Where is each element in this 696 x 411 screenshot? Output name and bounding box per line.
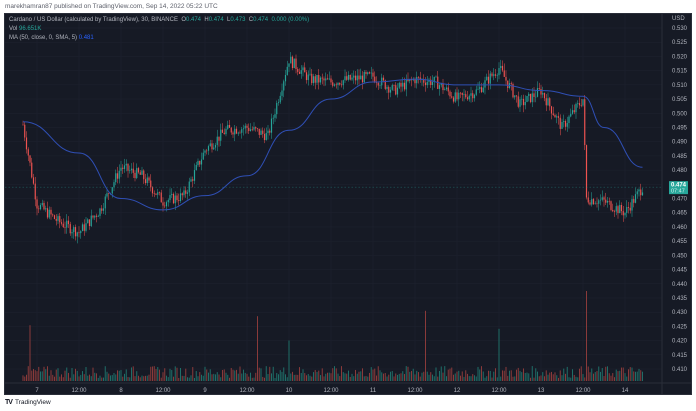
price-tick: 0.515 bbox=[672, 69, 688, 75]
time-tick: 9 bbox=[203, 388, 207, 394]
footer: TV TradingView bbox=[5, 399, 51, 406]
time-tick: 12:00 bbox=[575, 388, 591, 394]
time-tick: 14 bbox=[622, 388, 629, 394]
legend-ohlc-row: Cardano / US Dollar (calculated by Tradi… bbox=[9, 17, 310, 23]
price-tick: 0.505 bbox=[672, 97, 688, 103]
grid bbox=[5, 14, 662, 383]
price-tick: 0.415 bbox=[672, 353, 688, 359]
price-tick: 0.510 bbox=[672, 83, 688, 89]
symbol-title: Cardano / US Dollar (calculated by Tradi… bbox=[9, 17, 178, 23]
time-tick: 12:00 bbox=[71, 388, 87, 394]
publisher-line: marekhamran87 published on TradingView.c… bbox=[5, 3, 218, 10]
price-tick: 0.460 bbox=[672, 225, 688, 231]
price-tick: 0.410 bbox=[672, 367, 688, 373]
price-tick: 0.465 bbox=[672, 211, 688, 217]
price-tick: 0.420 bbox=[672, 339, 688, 345]
price-tick: 0.430 bbox=[672, 310, 688, 316]
time-tick: 12:00 bbox=[155, 388, 171, 394]
time-tick: 11 bbox=[370, 388, 377, 394]
currency-label: USD bbox=[672, 16, 685, 22]
price-tick: 0.520 bbox=[672, 54, 688, 60]
price-tick: 0.440 bbox=[672, 282, 688, 288]
low-value: 0.473 bbox=[230, 17, 246, 23]
time-tick: 7 bbox=[35, 388, 39, 394]
time-tick: 13 bbox=[538, 388, 545, 394]
time-tick: 12:00 bbox=[323, 388, 339, 394]
legend-ma-row[interactable]: MA (50, close, 0, SMA, 5) 0.481 bbox=[9, 35, 94, 41]
price-tick: 0.495 bbox=[672, 125, 688, 131]
time-tick: 12:00 bbox=[491, 388, 507, 394]
svg-text:07:47: 07:47 bbox=[671, 189, 685, 195]
candles bbox=[22, 52, 644, 244]
ma-value: 0.481 bbox=[78, 35, 94, 41]
price-tick: 0.485 bbox=[672, 154, 688, 160]
ma50-line bbox=[22, 78, 643, 211]
price-tick: 0.450 bbox=[672, 253, 688, 259]
brand-name: TradingView bbox=[14, 399, 51, 406]
volume-bars bbox=[22, 291, 643, 381]
time-tick: 12 bbox=[454, 388, 461, 394]
price-tick: 0.445 bbox=[672, 268, 688, 274]
close-value: 0.474 bbox=[253, 17, 269, 23]
time-tick: 12:00 bbox=[239, 388, 255, 394]
price-tick: 0.425 bbox=[672, 324, 688, 330]
time-tick: 12:00 bbox=[407, 388, 423, 394]
time-tick: 10 bbox=[286, 388, 293, 394]
high-value: 0.474 bbox=[208, 17, 224, 23]
price-tick: 0.525 bbox=[672, 40, 688, 46]
price-tick: 0.455 bbox=[672, 239, 688, 245]
change-value: 0.000 (0.00%) bbox=[271, 17, 310, 23]
price-axis[interactable]: USD 0.530 0.525 0.520 0.515 0.510 0.505 0.500 0.… bbox=[672, 16, 688, 373]
chart-legend: Cardano / US Dollar (calculated by Tradi… bbox=[9, 16, 309, 43]
price-tick: 0.530 bbox=[672, 26, 688, 32]
price-tick: 0.435 bbox=[672, 296, 688, 302]
open-value: 0.474 bbox=[185, 17, 201, 23]
volume-value: 96.651K bbox=[19, 26, 42, 32]
tradingview-logo-icon: TV bbox=[5, 399, 13, 406]
svg-text:0.474: 0.474 bbox=[671, 183, 687, 189]
legend-volume-row[interactable]: Vol 96.651K bbox=[9, 26, 42, 32]
time-axis[interactable]: 7 12:00 8 12:00 9 12:00 10 12:00 11 12:00 12 12:00 1… bbox=[35, 388, 629, 394]
price-tick: 0.490 bbox=[672, 140, 688, 146]
time-tick: 8 bbox=[119, 388, 123, 394]
price-tick: 0.480 bbox=[672, 168, 688, 174]
price-tick: 0.470 bbox=[672, 197, 688, 203]
price-tick: 0.500 bbox=[672, 111, 688, 117]
